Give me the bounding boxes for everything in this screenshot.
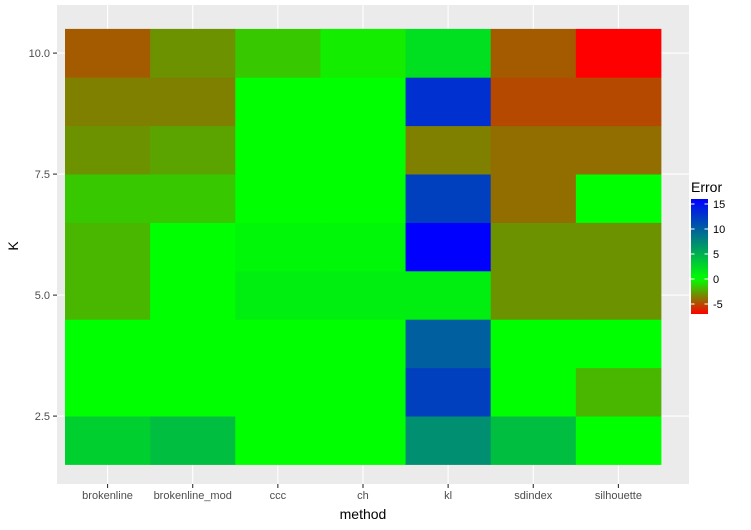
heatmap-cell <box>320 174 406 223</box>
legend-tick-label: -5 <box>713 299 723 311</box>
heatmap-cell <box>490 270 577 320</box>
heatmap-cell <box>150 319 236 369</box>
y-tick-label: 5.0 <box>35 290 50 302</box>
heatmap-cell <box>490 367 577 417</box>
legend-tick-label: 10 <box>713 224 725 236</box>
heatmap-cell <box>405 367 492 417</box>
heatmap-cell <box>235 416 321 465</box>
heatmap-cell <box>150 416 236 465</box>
heatmap-cell <box>65 416 151 465</box>
heatmap-cell <box>405 174 492 223</box>
heatmap-cell <box>65 174 151 223</box>
heatmap-cell <box>575 367 662 417</box>
x-tick-label: brokenline_mod <box>154 490 232 502</box>
heatmap-cells <box>65 28 662 465</box>
heatmap-cell <box>575 270 662 320</box>
heatmap-cell <box>405 28 492 78</box>
heatmap-cell <box>235 77 321 127</box>
x-tick-label: brokenline <box>82 490 133 502</box>
heatmap-cell <box>65 222 151 272</box>
heatmap-cell <box>235 125 321 175</box>
heatmap-cell <box>235 28 321 78</box>
legend-ticks: 15 10 5 0 -5 <box>691 199 725 311</box>
heatmap-cell <box>320 367 406 417</box>
heatmap-cell <box>405 270 492 320</box>
heatmap-cell <box>575 319 662 369</box>
heatmap-cell <box>405 319 492 369</box>
legend-colorbar <box>691 199 708 314</box>
heatmap-cell <box>490 174 577 223</box>
heatmap-cell <box>320 28 406 78</box>
heatmap-cell <box>490 222 577 272</box>
heatmap-cell <box>65 367 151 417</box>
heatmap-cell <box>235 367 321 417</box>
x-tick-label: silhouette <box>595 490 642 502</box>
heatmap-cell <box>320 125 406 175</box>
heatmap-cell <box>235 319 321 369</box>
x-axis-title: method <box>340 506 387 522</box>
heatmap-cell <box>150 270 236 320</box>
heatmap-cell <box>150 367 236 417</box>
heatmap-cell <box>65 270 151 320</box>
heatmap-cell <box>235 270 321 320</box>
heatmap-cell <box>490 319 577 369</box>
heatmap-cell <box>150 125 236 175</box>
heatmap-cell <box>405 416 492 465</box>
heatmap-cell <box>65 125 151 175</box>
legend-tick-label: 5 <box>713 249 719 261</box>
heatmap-cell <box>405 222 492 272</box>
heatmap-cell <box>490 125 577 175</box>
y-tick-label: 2.5 <box>35 411 50 423</box>
heatmap-cell <box>490 28 577 78</box>
y-axis-title: K <box>5 241 21 251</box>
heatmap-cell <box>490 416 577 465</box>
x-tick-label: ch <box>357 490 369 502</box>
heatmap-cell <box>575 222 662 272</box>
legend-gradient-bar <box>691 199 708 314</box>
heatmap-cell <box>320 319 406 369</box>
heatmap-cell <box>65 77 151 127</box>
heatmap-cell <box>235 222 321 272</box>
heatmap-cell <box>490 77 577 127</box>
heatmap-cell <box>575 28 662 78</box>
heatmap-cell <box>150 174 236 223</box>
heatmap-cell <box>575 77 662 127</box>
y-axis-ticks: 2.5 5.0 7.5 10.0 <box>29 48 57 423</box>
x-tick-label: sdindex <box>514 490 552 502</box>
heatmap-cell <box>65 28 151 78</box>
legend-tick-label: 0 <box>713 274 719 286</box>
heatmap-cell <box>320 270 406 320</box>
heatmap-cell <box>320 77 406 127</box>
legend-tick-label: 15 <box>713 199 725 211</box>
heatmap-cell <box>150 28 236 78</box>
heatmap-cell <box>150 77 236 127</box>
y-tick-label: 10.0 <box>29 48 50 60</box>
y-tick-label: 7.5 <box>35 169 50 181</box>
x-axis-ticks: brokenline brokenline_mod ccc ch kl sdindex si… <box>82 484 642 502</box>
heatmap-cell <box>320 222 406 272</box>
heatmap-cell <box>405 125 492 175</box>
legend-title: Error <box>691 179 722 195</box>
heatmap-cell <box>575 174 662 223</box>
x-tick-label: kl <box>444 490 452 502</box>
heatmap-cell <box>575 125 662 175</box>
legend: Error 15 10 5 0 -5 <box>691 179 725 314</box>
heatmap-cell <box>320 416 406 465</box>
heatmap-cell <box>575 416 662 465</box>
heatmap-cell <box>235 174 321 223</box>
x-tick-label: ccc <box>270 490 287 502</box>
heatmap-cell <box>65 319 151 369</box>
heatmap-cell <box>405 77 492 127</box>
heatmap-cell <box>150 222 236 272</box>
